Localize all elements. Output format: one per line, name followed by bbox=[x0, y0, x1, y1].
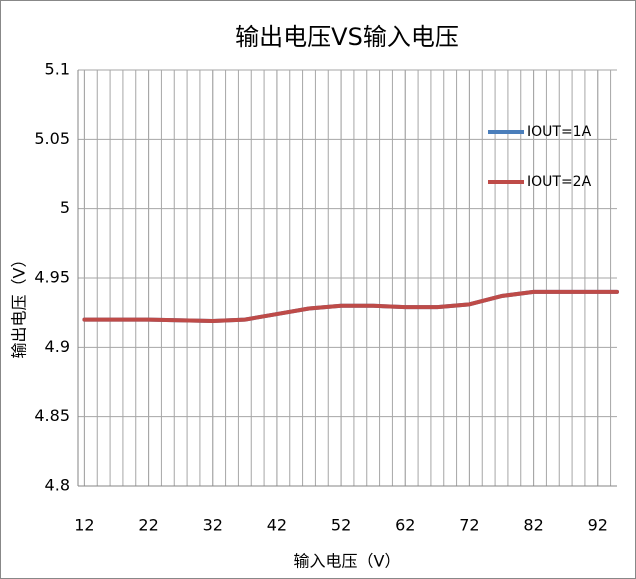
x-axis-label: 输入电压（V） bbox=[294, 552, 401, 571]
legend-label: IOUT=1A bbox=[527, 124, 592, 140]
y-axis-label: 输出电压（V） bbox=[10, 252, 29, 359]
y-tick-label: 5.05 bbox=[34, 129, 70, 148]
series-line bbox=[82, 289, 619, 323]
x-tick-label: 72 bbox=[459, 516, 479, 535]
x-tick-label: 32 bbox=[203, 516, 223, 535]
x-tick-label: 52 bbox=[331, 516, 351, 535]
y-tick-label: 4.8 bbox=[45, 476, 70, 495]
x-tick-label: 42 bbox=[267, 516, 287, 535]
x-tick-label: 12 bbox=[74, 516, 94, 535]
y-tick-label: 4.85 bbox=[34, 406, 70, 425]
chart-title: 输出电压VS输入电压 bbox=[235, 23, 459, 51]
x-tick-label: 92 bbox=[588, 516, 608, 535]
y-tick-label: 4.9 bbox=[45, 337, 70, 356]
x-tick-label: 82 bbox=[523, 516, 543, 535]
legend-label: IOUT=2A bbox=[527, 174, 592, 190]
y-tick-label: 5 bbox=[60, 198, 70, 217]
y-tick-label: 4.95 bbox=[34, 268, 70, 287]
x-tick-label: 62 bbox=[395, 516, 415, 535]
x-tick-label: 22 bbox=[138, 516, 158, 535]
y-tick-label: 5.1 bbox=[45, 60, 70, 79]
